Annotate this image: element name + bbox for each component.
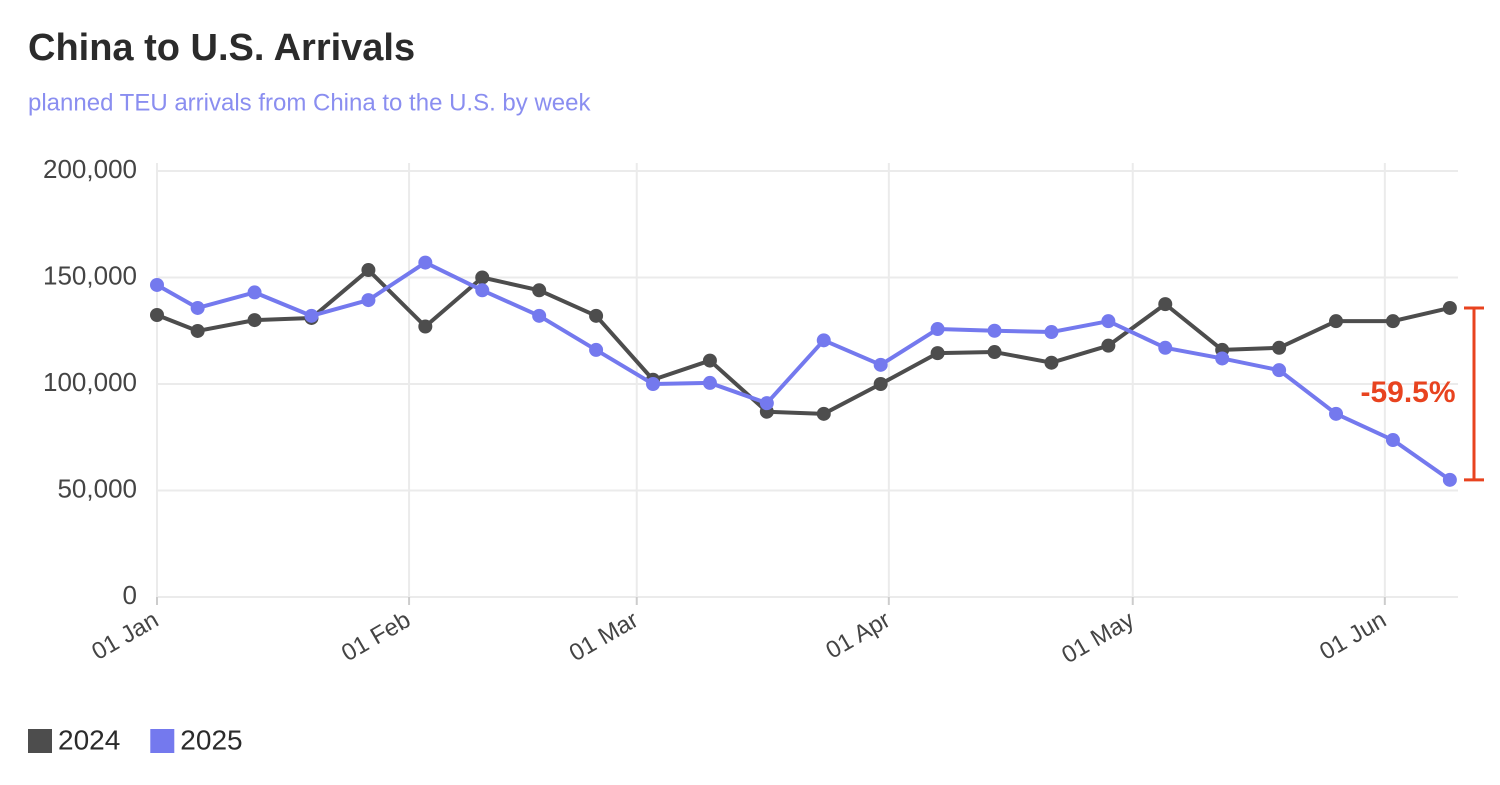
data-point [702,375,717,390]
y-tick-label: 200,000 [43,154,137,184]
data-point [589,342,604,357]
y-tick-label: 0 [123,580,137,610]
data-point [759,396,774,411]
data-point [1329,406,1344,421]
series-line [156,260,1452,482]
legend-swatch [150,729,175,753]
y-tick-label: 50,000 [57,473,137,503]
x-tick-label: 01 Apr [821,606,895,664]
data-point [987,323,1002,338]
data-point [987,345,1002,360]
data-point [247,313,262,328]
data-point [646,377,661,391]
data-point [1329,314,1344,329]
data-point [1044,325,1059,340]
data-point [304,308,319,323]
data-point [190,300,205,315]
legend-swatch [28,729,52,753]
data-point [1158,297,1173,312]
data-point [1272,363,1287,378]
data-point [150,277,164,292]
legend-label: 2024 [58,724,120,755]
data-point [247,285,262,300]
y-tick-label: 150,000 [43,260,137,290]
annotation: -59.5% [1360,376,1455,409]
x-tick-label: 01 May [1057,606,1139,669]
data-point [1385,433,1400,448]
data-point [873,357,888,372]
data-point [1215,351,1230,366]
data-point [418,255,433,270]
data-point [702,353,717,368]
data-point [873,377,888,391]
legend-label: 2025 [180,724,242,755]
chart-title: China to U.S. Arrivals [28,27,415,69]
data-point [1101,338,1116,353]
data-point [532,283,547,298]
chart-subtitle: planned TEU arrivals from China to the U… [28,89,591,116]
data-point [1158,340,1173,355]
data-point [1442,300,1457,315]
data-point [475,270,490,285]
data-point [361,263,376,278]
x-tick-label: 01 Mar [565,606,643,667]
data-point [589,308,604,323]
x-tick-label: 01 Jun [1315,606,1391,665]
data-point [1385,314,1400,329]
data-point [475,283,490,298]
x-tick-label: 01 Feb [337,606,415,667]
data-point [190,323,205,338]
x-tick-label: 01 Jan [87,606,163,665]
series-line [156,268,1451,416]
data-point [930,322,945,337]
data-point [930,346,945,361]
data-point [150,307,164,322]
data-point [816,406,831,421]
data-point [1272,340,1287,355]
data-point [1101,314,1116,329]
y-tick-label: 100,000 [43,367,137,397]
data-point [1044,355,1059,370]
data-point [816,333,831,348]
data-point [361,293,376,308]
data-point [418,319,433,334]
data-point [532,308,547,323]
data-point [1442,472,1457,487]
